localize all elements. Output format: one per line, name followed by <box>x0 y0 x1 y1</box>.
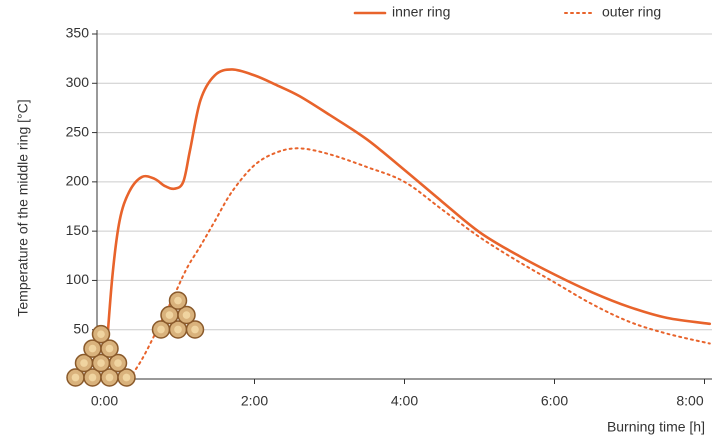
log-core <box>105 344 114 353</box>
log-core <box>165 311 174 319</box>
legend-label: inner ring <box>392 4 450 20</box>
y-tick-label: 250 <box>66 123 90 139</box>
series-line <box>103 68 712 381</box>
log-core <box>157 325 165 334</box>
y-tick-label: 100 <box>66 271 90 287</box>
x-tick-label: 8:00 <box>676 393 703 409</box>
y-tick-label: 50 <box>73 320 89 336</box>
x-tick-label: 2:00 <box>241 393 268 409</box>
log-pile-icon <box>66 291 205 387</box>
log-core <box>114 359 122 367</box>
legend-item: inner ring <box>353 4 450 20</box>
log-core <box>174 296 182 305</box>
axes: 50 100 150 200 250 300 350 0:00 2:00 4:00 6:00 8:00 <box>66 25 712 409</box>
y-axis-label: Temperature of the middle ring [°C] <box>15 99 31 316</box>
y-tick-label: 300 <box>66 74 90 90</box>
x-tick-label: 6:00 <box>541 393 568 409</box>
log-core <box>80 359 88 367</box>
log-core <box>182 311 191 319</box>
log-core <box>174 325 182 334</box>
log-core <box>105 373 114 382</box>
log-core <box>71 373 80 382</box>
log-core <box>88 344 97 353</box>
x-tick-label: 4:00 <box>391 393 418 409</box>
log-core <box>122 373 131 382</box>
x-tick-label: 0:00 <box>91 393 118 409</box>
y-tick-label: 200 <box>66 173 90 189</box>
legend-label: outer ring <box>602 4 661 20</box>
legend-item: outer ring <box>564 4 661 20</box>
x-axis-label: Burning time [h] <box>607 419 705 435</box>
log-core <box>97 330 105 338</box>
log-core <box>88 373 97 382</box>
y-tick-label: 150 <box>66 222 90 238</box>
log-core <box>191 325 199 334</box>
log-core <box>97 359 105 367</box>
y-tick-label: 350 <box>66 25 90 41</box>
